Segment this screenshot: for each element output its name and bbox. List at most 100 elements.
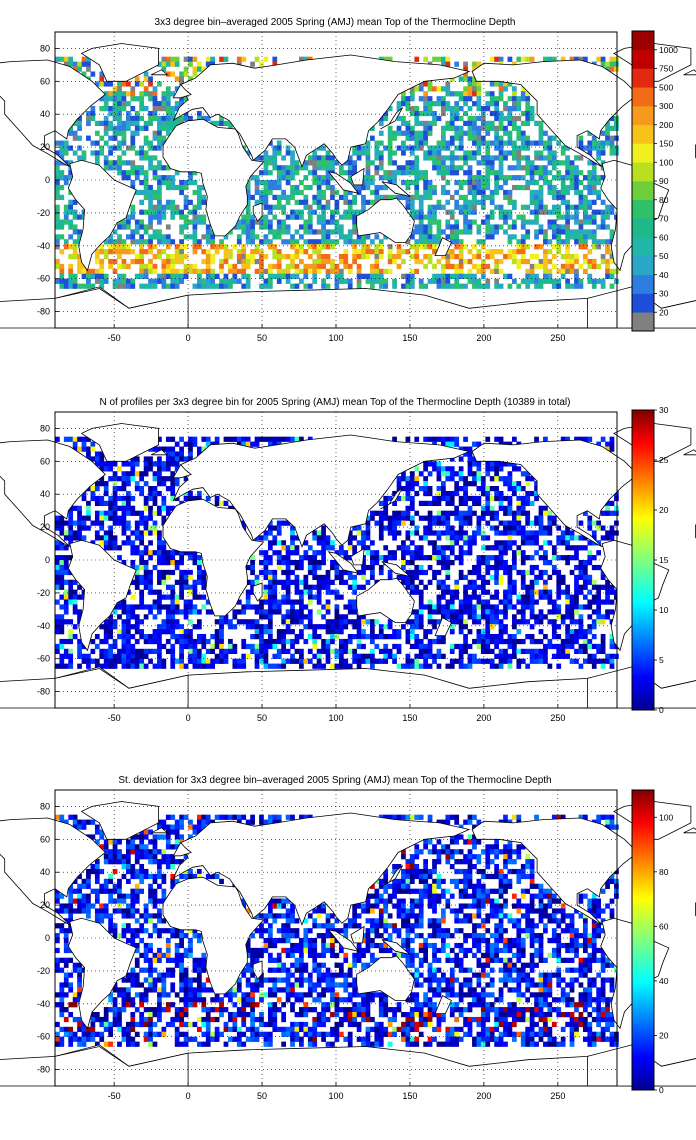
data-cell [267,584,273,590]
data-cell [458,560,464,566]
data-cell [405,135,411,141]
data-cell [383,545,389,551]
data-cell [125,145,131,151]
data-cell [125,160,131,166]
data-cell [396,510,402,516]
data-cell [436,545,442,551]
data-cell [343,648,349,655]
data-cell [458,456,464,462]
data-cell [143,170,149,176]
data-cell [436,609,442,615]
data-cell [161,555,167,561]
data-cell [228,283,233,289]
data-cell [511,638,517,645]
data-cell [414,249,420,255]
data-cell [507,120,513,127]
data-cell [449,214,455,220]
data-cell [423,81,428,87]
data-cell [511,515,517,521]
data-cell [143,634,149,640]
data-cell [396,145,402,151]
data-cell [210,648,216,655]
data-cell [458,115,464,122]
data-cell [77,145,82,151]
data-cell [503,624,508,630]
data-cell [157,638,162,645]
data-cell [543,505,548,511]
data-cell [299,278,304,284]
data-cell [196,115,202,122]
data-cell [498,574,504,581]
data-cell [81,71,87,77]
data-cell [210,61,216,67]
data-cell [347,204,353,210]
data-cell [55,209,60,215]
data-cell [148,283,153,289]
data-cell [205,249,211,255]
data-cell [321,278,326,284]
data-cell [285,599,291,605]
data-cell [117,91,122,97]
data-cell [219,500,224,507]
data-cell [214,629,220,635]
data-cell [463,224,468,230]
data-cell [458,599,464,605]
data-cell [81,155,87,161]
data-cell [316,268,322,275]
data-cell [183,634,189,640]
data-cell [170,589,176,595]
data-cell [219,239,224,245]
data-cell [325,170,331,176]
data-cell [356,638,362,645]
data-cell [507,584,513,590]
data-cell [259,643,264,650]
data-cell [130,140,136,146]
data-cell [498,56,504,62]
data-cell [401,476,406,482]
data-cell [81,263,87,270]
data-cell [449,155,455,161]
data-cell [565,145,570,151]
data-cell [139,530,145,536]
data-cell [152,500,158,507]
data-cell [401,471,406,477]
data-cell [188,441,193,447]
data-cell [356,283,362,289]
data-cell [165,446,171,452]
data-cell [294,254,300,260]
data-cell [325,638,331,645]
y-tick-label: 80 [40,43,50,53]
data-cell [441,86,446,92]
data-cell [108,624,113,630]
data-cell [609,500,615,507]
data-cell [498,283,504,289]
data-cell [201,184,207,191]
data-cell [299,614,304,620]
data-cell [401,145,406,151]
data-cell [449,160,455,166]
data-cell [587,184,593,191]
data-cell [343,278,349,284]
data-cell [347,283,353,289]
data-cell [463,209,468,215]
data-cell [192,249,198,255]
data-cell [414,254,420,260]
data-cell [139,515,145,521]
data-cell [458,530,464,536]
data-cell [472,461,477,467]
data-cell [285,278,291,284]
data-cell [503,175,508,181]
data-cell [387,525,393,531]
data-cell [139,249,145,255]
data-cell [498,175,504,181]
data-cell [441,471,446,477]
data-cell [409,170,415,176]
data-cell [254,441,260,447]
data-cell [485,471,491,477]
colorbar-swatch [632,181,654,201]
data-cell [600,643,606,650]
data-cell [214,634,220,640]
data-cell [152,170,158,176]
data-cell [525,604,531,610]
data-cell [241,520,247,526]
